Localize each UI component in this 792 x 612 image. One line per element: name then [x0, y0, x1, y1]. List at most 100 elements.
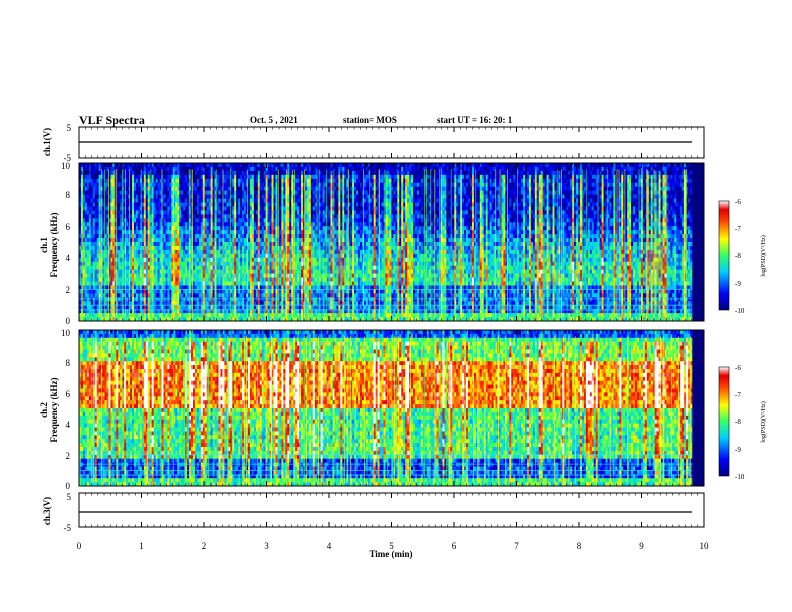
spec1-cell — [199, 183, 201, 187]
spec1-cell — [179, 226, 181, 230]
spec1-cell — [295, 206, 297, 210]
spec1-cell — [262, 163, 264, 167]
spec1-cell — [179, 266, 181, 270]
spec1-cell — [158, 305, 160, 309]
spec1-cell — [156, 214, 158, 218]
spec1-cell — [295, 242, 297, 246]
spec1-cell — [181, 266, 183, 270]
spec1-cell — [152, 289, 154, 293]
spec1-cell — [97, 289, 99, 293]
spec1-cell — [309, 183, 311, 187]
spec1-cell — [154, 222, 156, 226]
spec1-cell — [299, 179, 301, 183]
spec1-cell — [185, 270, 187, 274]
spec1-cell — [181, 293, 183, 297]
spec1-cell — [277, 163, 279, 167]
spec1-cell — [134, 171, 136, 175]
spec1-cell — [242, 206, 244, 210]
spec1-cell — [169, 238, 171, 242]
spec1-cell — [272, 234, 274, 238]
spec1-cell — [242, 183, 244, 187]
spec1-cell — [165, 167, 167, 171]
spec1-cell — [138, 226, 140, 230]
spec1-cell — [154, 226, 156, 230]
spec1-cell — [197, 183, 199, 187]
spec1-cell — [118, 262, 120, 266]
spec1-cell — [91, 254, 93, 258]
spec1-cell — [321, 293, 323, 297]
spec1-cell — [275, 226, 277, 230]
spec1-cell — [163, 313, 165, 317]
spec1-cell — [118, 246, 120, 250]
spec1-cell — [130, 242, 132, 246]
spec1-cell — [297, 226, 299, 230]
spec1-cell — [283, 258, 285, 262]
spec1-cell — [99, 289, 101, 293]
spec1-cell — [142, 242, 144, 246]
spec1-cell — [154, 266, 156, 270]
spec1-cell — [146, 214, 148, 218]
spec1-cell — [148, 187, 150, 191]
spec1-cell — [132, 171, 134, 175]
spec1-cell — [85, 297, 87, 301]
spec1-cell — [162, 163, 164, 167]
spec1-cell — [279, 270, 281, 274]
spec1-cell — [211, 266, 213, 270]
spec1-cell — [262, 203, 264, 207]
spec1-cell — [110, 258, 112, 262]
spec1-cell — [146, 282, 148, 286]
spec1-cell — [254, 246, 256, 250]
spec1-cell — [144, 313, 146, 317]
spec1-cell — [279, 199, 281, 203]
spec1-cell — [152, 282, 154, 286]
spec1-cell — [199, 270, 201, 274]
spec1-cell — [93, 278, 95, 282]
spec1-cell — [311, 250, 313, 254]
spec1-cell — [236, 250, 238, 254]
spec1-cell — [305, 230, 307, 234]
spec1-cell — [193, 226, 195, 230]
spec1-cell — [179, 234, 181, 238]
spec1-cell — [144, 297, 146, 301]
spec1-cell — [185, 282, 187, 286]
spec1-cell — [313, 167, 315, 171]
spec1-cell — [307, 163, 309, 167]
spec1-cell — [179, 230, 181, 234]
spec1-cell — [179, 250, 181, 254]
spec1-cell — [179, 175, 181, 179]
spec1-cell — [219, 266, 221, 270]
spec1-cell — [87, 195, 89, 199]
spec1-cell — [274, 171, 276, 175]
spec1-cell — [83, 214, 85, 218]
spec1-cell — [242, 210, 244, 214]
spec1-cell — [217, 171, 219, 175]
spec1-cell — [112, 206, 114, 210]
spec1-cell — [177, 266, 179, 270]
spec1-cell — [289, 246, 291, 250]
spec1-cell — [287, 282, 289, 286]
spec1-cell — [211, 270, 213, 274]
spec1-cell — [240, 171, 242, 175]
spec1-cell — [272, 175, 274, 179]
spec1-cell — [150, 163, 152, 167]
spec1-cell — [281, 171, 283, 175]
spec1-cell — [152, 218, 154, 222]
spec1-cell — [275, 199, 277, 203]
spec1-cell — [213, 222, 215, 226]
spec1-cell — [264, 179, 266, 183]
spec1-cell — [195, 313, 197, 317]
spec1-cell — [97, 238, 99, 242]
spec1-cell — [177, 203, 179, 207]
spec1-cell — [85, 274, 87, 278]
spec1-cell — [130, 305, 132, 309]
spec1-cell — [244, 254, 246, 258]
spec1-cell — [126, 206, 128, 210]
spec1-cell — [130, 179, 132, 183]
spec1-cell — [138, 234, 140, 238]
spec1-cell — [217, 278, 219, 282]
spec1-cell — [112, 234, 114, 238]
spec1-cell — [313, 238, 315, 242]
spec1-cell — [258, 191, 260, 195]
spec1-cell — [169, 199, 171, 203]
spec1-cell — [199, 238, 201, 242]
